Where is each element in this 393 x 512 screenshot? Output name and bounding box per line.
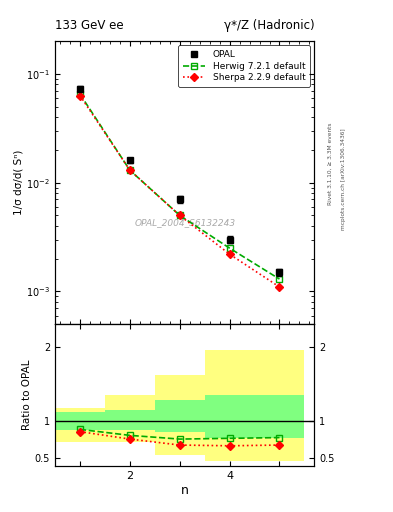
Text: 133 GeV ee: 133 GeV ee: [55, 19, 124, 32]
Text: γ*/Z (Hadronic): γ*/Z (Hadronic): [224, 19, 314, 32]
Text: Rivet 3.1.10, ≥ 3.3M events: Rivet 3.1.10, ≥ 3.3M events: [328, 122, 333, 205]
Y-axis label: 1/σ dσ/d( Sⁿ): 1/σ dσ/d( Sⁿ): [13, 150, 24, 216]
Text: mcplots.cern.ch [arXiv:1306.3436]: mcplots.cern.ch [arXiv:1306.3436]: [341, 129, 346, 230]
X-axis label: n: n: [181, 483, 189, 497]
Text: OPAL_2004_S6132243: OPAL_2004_S6132243: [134, 218, 235, 227]
Legend: OPAL, Herwig 7.2.1 default, Sherpa 2.2.9 default: OPAL, Herwig 7.2.1 default, Sherpa 2.2.9…: [178, 46, 310, 87]
Y-axis label: Ratio to OPAL: Ratio to OPAL: [22, 360, 32, 431]
